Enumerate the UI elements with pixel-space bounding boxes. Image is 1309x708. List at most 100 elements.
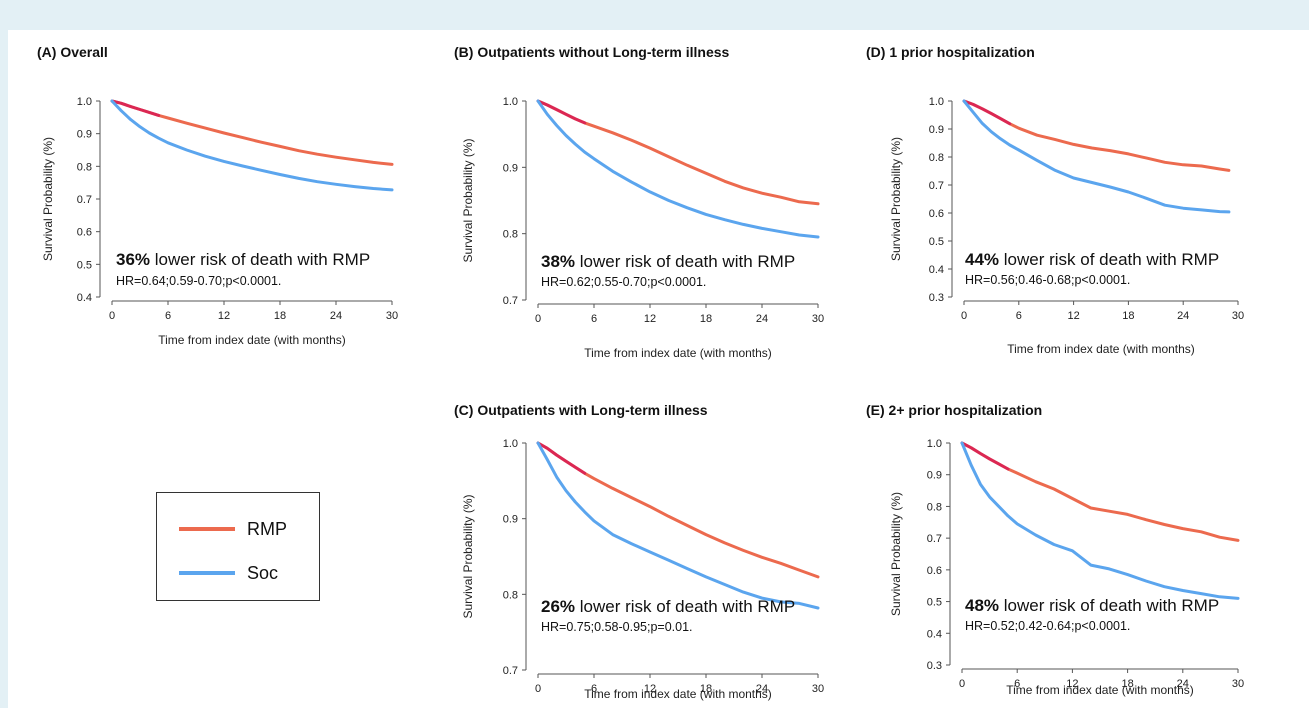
panel-c-rmp-curve-early bbox=[536, 441, 587, 475]
legend-item-rmp: RMP bbox=[179, 519, 287, 539]
panel-a-rmp-curve bbox=[110, 99, 394, 166]
panel-a-annotation: 36% lower risk of death with RMP bbox=[116, 250, 370, 269]
panel-d-x-tick-label: 30 bbox=[1232, 310, 1244, 322]
panel-e-annotation-percent: 48% bbox=[965, 596, 999, 615]
panel-a-y-axis-label: Survival Probability (%) bbox=[41, 137, 55, 261]
panel-a-x-tick-label: 24 bbox=[330, 310, 342, 322]
panel-a-rmp-curve-early bbox=[110, 99, 161, 117]
panel-b-rmp-curve-early bbox=[536, 99, 587, 125]
panel-e-rmp-curve-early bbox=[960, 441, 1010, 471]
panel-a-y-tick-label: 0.7 bbox=[77, 194, 92, 206]
panel-b-annotation-text: lower risk of death with RMP bbox=[575, 252, 795, 271]
panel-a-annotation-text: lower risk of death with RMP bbox=[150, 250, 370, 269]
panel-b-x-tick-label: 30 bbox=[812, 313, 824, 325]
panel-a-x-tick-label: 0 bbox=[109, 310, 115, 322]
panel-d-y-tick-label: 1.0 bbox=[929, 96, 944, 108]
panel-e-annotation-text: lower risk of death with RMP bbox=[999, 596, 1219, 615]
panel-b-rmp-curve bbox=[536, 99, 820, 206]
panel-a-title: (A) Overall bbox=[37, 44, 108, 60]
panel-e-y-axis-label: Survival Probability (%) bbox=[889, 492, 903, 616]
panel-c-y-tick-label: 0.8 bbox=[503, 589, 518, 601]
panel-d-annotation-percent: 44% bbox=[965, 250, 999, 269]
panel-e-y-tick-label: 1.0 bbox=[927, 438, 942, 450]
panel-e-y-tick-label: 0.5 bbox=[927, 597, 942, 609]
panel-d-x-tick-label: 24 bbox=[1177, 310, 1189, 322]
panel-c-title: (C) Outpatients with Long-term illness bbox=[454, 402, 708, 418]
panel-e-rmp-curve bbox=[960, 441, 1240, 542]
panel-a-annotation-stats: HR=0.64;0.59-0.70;p<0.0001. bbox=[116, 274, 281, 288]
panel-d-annotation-stats: HR=0.56;0.46-0.68;p<0.0001. bbox=[965, 273, 1130, 287]
panel-a-x-tick-label: 18 bbox=[274, 310, 286, 322]
legend-swatch-rmp bbox=[179, 527, 235, 531]
panel-d-x-tick-label: 18 bbox=[1122, 310, 1134, 322]
panel-a-y-tick-label: 0.5 bbox=[77, 259, 92, 271]
panel-d-y-tick-label: 0.9 bbox=[929, 124, 944, 136]
panel-d-x-axis-label: Time from index date (with months) bbox=[1007, 342, 1195, 356]
panel-b-y-tick-label: 0.7 bbox=[503, 295, 518, 307]
panel-b-annotation: 38% lower risk of death with RMP bbox=[541, 252, 795, 271]
panel-d-rmp-curve-early bbox=[962, 99, 1012, 126]
panel-d-y-tick-label: 0.8 bbox=[929, 152, 944, 164]
panel-b-y-axis-label: Survival Probability (%) bbox=[461, 138, 475, 262]
panel-e-y-tick-label: 0.4 bbox=[927, 628, 942, 640]
panel-a-x-axis-label: Time from index date (with months) bbox=[158, 333, 346, 347]
panel-c-soc-curve bbox=[536, 441, 820, 610]
panel-e-x-tick-label: 30 bbox=[1232, 678, 1244, 690]
panel-e-x-tick-label: 18 bbox=[1121, 678, 1133, 690]
panel-e-x-tick-label: 24 bbox=[1177, 678, 1189, 690]
panel-a-annotation-percent: 36% bbox=[116, 250, 150, 269]
panel-a-y-tick-label: 0.4 bbox=[77, 292, 92, 304]
panel-b-x-axis-label: Time from index date (with months) bbox=[584, 346, 772, 360]
panel-c-x-tick-label: 12 bbox=[644, 683, 656, 695]
panel-d-y-tick-label: 0.3 bbox=[929, 292, 944, 304]
panel-c-annotation: 26% lower risk of death with RMP bbox=[541, 597, 795, 616]
panel-e-annotation-stats: HR=0.52;0.42-0.64;p<0.0001. bbox=[965, 619, 1130, 633]
panel-a-x-tick-label: 6 bbox=[165, 310, 171, 322]
panel-b-x-tick-label: 12 bbox=[644, 313, 656, 325]
legend-swatch-soc bbox=[179, 571, 235, 575]
panel-c-y-tick-label: 0.7 bbox=[503, 665, 518, 677]
panel-e-x-axis-label: Time from index date (with months) bbox=[1006, 683, 1194, 697]
panel-d-x-tick-label: 12 bbox=[1067, 310, 1079, 322]
panel-d-title: (D) 1 prior hospitalization bbox=[866, 44, 1035, 60]
panel-d-annotation-text: lower risk of death with RMP bbox=[999, 250, 1219, 269]
panel-e-y-tick-label: 0.9 bbox=[927, 470, 942, 482]
panel-b-x-tick-label: 6 bbox=[591, 313, 597, 325]
panel-d-annotation: 44% lower risk of death with RMP bbox=[965, 250, 1219, 269]
legend-box: RMP Soc bbox=[156, 492, 320, 601]
panel-b-annotation-percent: 38% bbox=[541, 252, 575, 271]
panel-b-soc-curve bbox=[536, 99, 820, 239]
panel-a-x-tick-label: 30 bbox=[386, 310, 398, 322]
panel-c-x-tick-label: 6 bbox=[591, 683, 597, 695]
panel-c-annotation-percent: 26% bbox=[541, 597, 575, 616]
panel-c-y-axis-label: Survival Probability (%) bbox=[461, 494, 475, 618]
panel-b-x-tick-label: 18 bbox=[700, 313, 712, 325]
panel-c-x-tick-label: 18 bbox=[700, 683, 712, 695]
panel-c-x-axis-label: Time from index date (with months) bbox=[584, 687, 772, 701]
panel-e-x-tick-label: 0 bbox=[959, 678, 965, 690]
panel-c-x-tick-label: 30 bbox=[812, 683, 824, 695]
panel-a-y-tick-label: 0.8 bbox=[77, 161, 92, 173]
panel-d-y-tick-label: 0.7 bbox=[929, 180, 944, 192]
panel-c-rmp-curve bbox=[536, 441, 820, 579]
panel-e-y-tick-label: 0.6 bbox=[927, 565, 942, 577]
panel-c-annotation-text: lower risk of death with RMP bbox=[575, 597, 795, 616]
legend-label-rmp: RMP bbox=[247, 518, 287, 539]
panel-e-y-tick-label: 0.8 bbox=[927, 501, 942, 513]
panel-c-y-tick-label: 0.9 bbox=[503, 514, 518, 526]
panel-a-y-tick-label: 0.6 bbox=[77, 227, 92, 239]
panel-d-y-tick-label: 0.6 bbox=[929, 208, 944, 220]
panel-b-y-tick-label: 0.8 bbox=[503, 229, 518, 241]
panel-e-x-tick-label: 6 bbox=[1014, 678, 1020, 690]
panel-e-annotation: 48% lower risk of death with RMP bbox=[965, 596, 1219, 615]
panel-b-annotation-stats: HR=0.62;0.55-0.70;p<0.0001. bbox=[541, 275, 706, 289]
panel-a-y-tick-label: 0.9 bbox=[77, 129, 92, 141]
panel-d-soc-curve bbox=[962, 99, 1231, 214]
panel-d-rmp-curve bbox=[962, 99, 1231, 172]
legend-label-soc: Soc bbox=[247, 562, 279, 583]
panel-e-y-tick-label: 0.3 bbox=[927, 660, 942, 672]
panel-d-y-tick-label: 0.5 bbox=[929, 236, 944, 248]
panel-c-x-tick-label: 0 bbox=[535, 683, 541, 695]
legend-item-soc: Soc bbox=[179, 563, 278, 583]
